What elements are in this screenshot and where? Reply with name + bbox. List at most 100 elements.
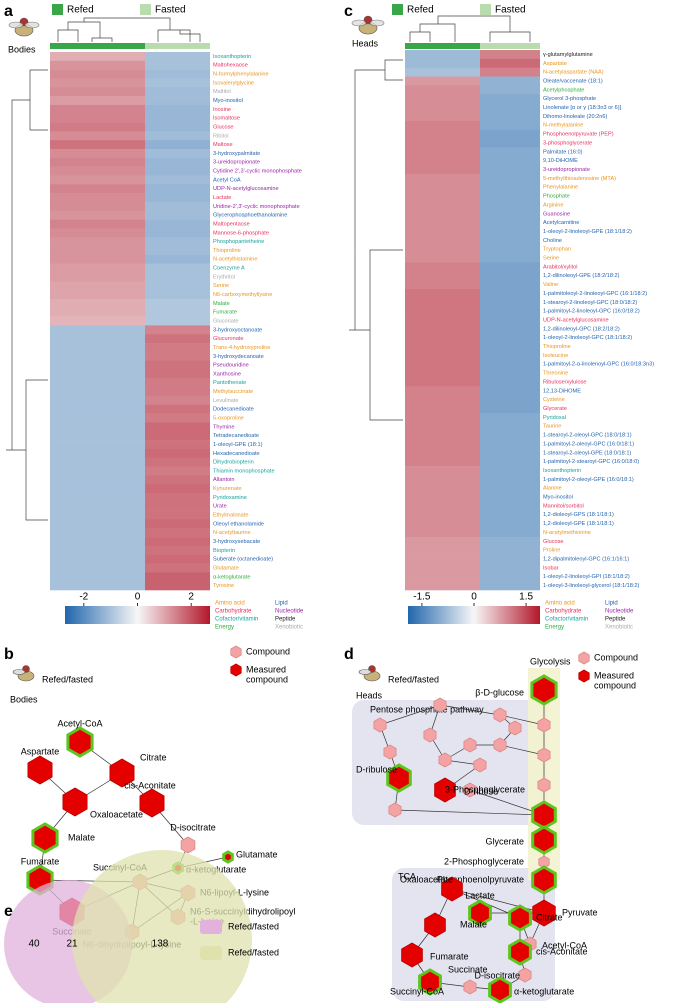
- heat-cell: [480, 421, 540, 431]
- node-label: α-ketoglutarate: [514, 986, 574, 996]
- measured-compound: [441, 876, 463, 902]
- heat-cell: [145, 78, 210, 88]
- heat-cell: [405, 466, 480, 476]
- legend-swatch: [392, 4, 403, 15]
- venn-count: 40: [28, 939, 40, 950]
- heat-cell: [145, 475, 210, 485]
- row-label: Valine: [543, 282, 558, 288]
- row-label: Glucuronate: [213, 336, 243, 342]
- heat-cell: [145, 193, 210, 203]
- heat-cell: [50, 343, 145, 353]
- node-label: D-isocitrate: [170, 822, 216, 832]
- condition-label: Refed/fasted: [388, 674, 439, 684]
- class-legend: Amino acid: [215, 601, 245, 607]
- legend-label: compound: [594, 680, 636, 690]
- heat-cell: [145, 413, 210, 423]
- heat-cell: [145, 298, 210, 309]
- row-label: Palmitate (16:0): [543, 149, 583, 155]
- measured-compound: [508, 904, 532, 932]
- heat-cell: [50, 263, 145, 273]
- colorbar-tick-label: 1.5: [519, 592, 533, 603]
- heat-cell: [50, 422, 145, 432]
- row-label: N-acetylaspartate (NAA): [543, 70, 604, 76]
- heat-cell: [405, 147, 480, 157]
- heat-cell: [145, 369, 210, 379]
- measured-compound: [386, 763, 412, 793]
- node-label: Lactate: [465, 890, 495, 900]
- heat-cell: [480, 191, 540, 201]
- heat-cell: [405, 545, 480, 555]
- heat-cell: [145, 492, 210, 503]
- heat-cell: [480, 395, 540, 405]
- heat-cell: [145, 166, 210, 176]
- row-label: Levulinate: [213, 398, 239, 404]
- row-label: Maltopentaose: [213, 221, 250, 227]
- row-label: Arabitol/xylitol: [543, 264, 578, 270]
- heat-cell: [480, 50, 540, 60]
- row-label: N-methylalanine: [543, 123, 583, 129]
- legend-label: Compound: [594, 652, 638, 662]
- heat-cell: [405, 111, 480, 122]
- row-label: Tyrosine: [213, 583, 234, 589]
- heat-cell: [405, 474, 480, 485]
- heat-cell: [50, 545, 145, 556]
- heat-cell: [50, 395, 145, 406]
- row-label: Erythritol: [213, 274, 235, 280]
- row-label: 1,2-dioleoyl-GPS (18:1/18:1): [543, 512, 614, 518]
- row-label: 3-hydroxypalmitate: [213, 151, 260, 157]
- compound: [508, 720, 522, 736]
- heat-cell: [405, 492, 480, 502]
- row-label: Myo-inositol: [213, 98, 243, 104]
- row-label: Proline: [543, 548, 560, 554]
- node-label: Oxaloacetate: [400, 874, 453, 884]
- node-label: Oxaloacetate: [90, 809, 143, 819]
- row-label: N-formylphenylalanine: [213, 72, 269, 78]
- heat-cell: [480, 466, 540, 476]
- measured-compound: [531, 865, 557, 895]
- heat-cell: [145, 554, 210, 564]
- node-label: D-ribulose: [356, 764, 397, 774]
- heat-cell: [50, 351, 145, 361]
- row-label: Acetyl CoA: [213, 177, 241, 183]
- compound: [433, 697, 447, 713]
- heat-cell: [145, 378, 210, 388]
- row-label: 1-oleoyl-GPE (18:1): [213, 442, 263, 448]
- heat-cell: [50, 210, 145, 220]
- heat-cell: [50, 201, 145, 212]
- heat-cell: [145, 519, 210, 529]
- class-legend: Amino acid: [545, 601, 575, 607]
- heat-cell: [145, 140, 210, 150]
- heat-cell: [480, 528, 540, 538]
- node-label: D-ribose: [464, 786, 498, 796]
- heat-cell: [145, 263, 210, 273]
- heat-cell: [405, 182, 480, 192]
- venn-set: [72, 850, 252, 1008]
- row-label: Mannose-6-phosphate: [213, 230, 269, 236]
- node-label: Phosphoenolpyruvate: [437, 874, 524, 884]
- heat-cell: [50, 219, 145, 229]
- heat-cell: [405, 94, 480, 104]
- edge: [499, 714, 545, 726]
- compound: [423, 727, 437, 743]
- heat-cell: [480, 430, 540, 440]
- heat-cell: [405, 324, 480, 334]
- row-label: UDP-N-acetylglucosamine: [543, 317, 609, 323]
- node-label: Aspartate: [21, 746, 60, 756]
- heat-cell: [480, 492, 540, 502]
- heat-cell: [405, 404, 480, 414]
- heat-cell: [145, 149, 210, 159]
- row-label: Fumarate: [213, 310, 237, 316]
- compound: [493, 707, 507, 723]
- heat-cell: [405, 368, 480, 378]
- legend-label: compound: [246, 674, 288, 684]
- node-label: Fumarate: [21, 856, 60, 866]
- heat-cell: [480, 404, 540, 414]
- heat-cell: [50, 69, 145, 79]
- node-label: β-D-glucose: [475, 687, 524, 697]
- heat-cell: [405, 138, 480, 148]
- heat-cell: [480, 138, 540, 148]
- heat-cell: [405, 209, 480, 219]
- heat-cell: [480, 182, 540, 192]
- row-label: Glutamate: [213, 565, 239, 571]
- row-label: Dihomo-linoleate (20:2n6): [543, 114, 608, 120]
